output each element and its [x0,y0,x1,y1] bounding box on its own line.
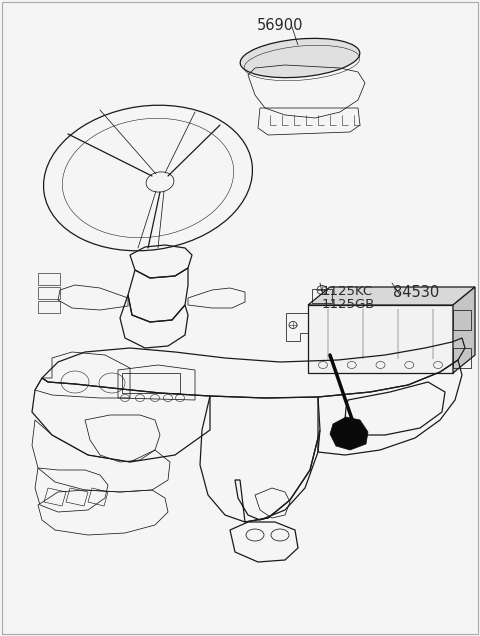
Polygon shape [330,417,368,450]
Polygon shape [308,305,453,373]
Text: 84530: 84530 [393,285,439,300]
Ellipse shape [240,38,360,78]
Text: 1125GB: 1125GB [322,298,375,311]
Polygon shape [308,287,475,305]
Polygon shape [453,287,475,373]
Text: 56900: 56900 [257,18,303,33]
Text: 1125KC: 1125KC [322,285,373,298]
